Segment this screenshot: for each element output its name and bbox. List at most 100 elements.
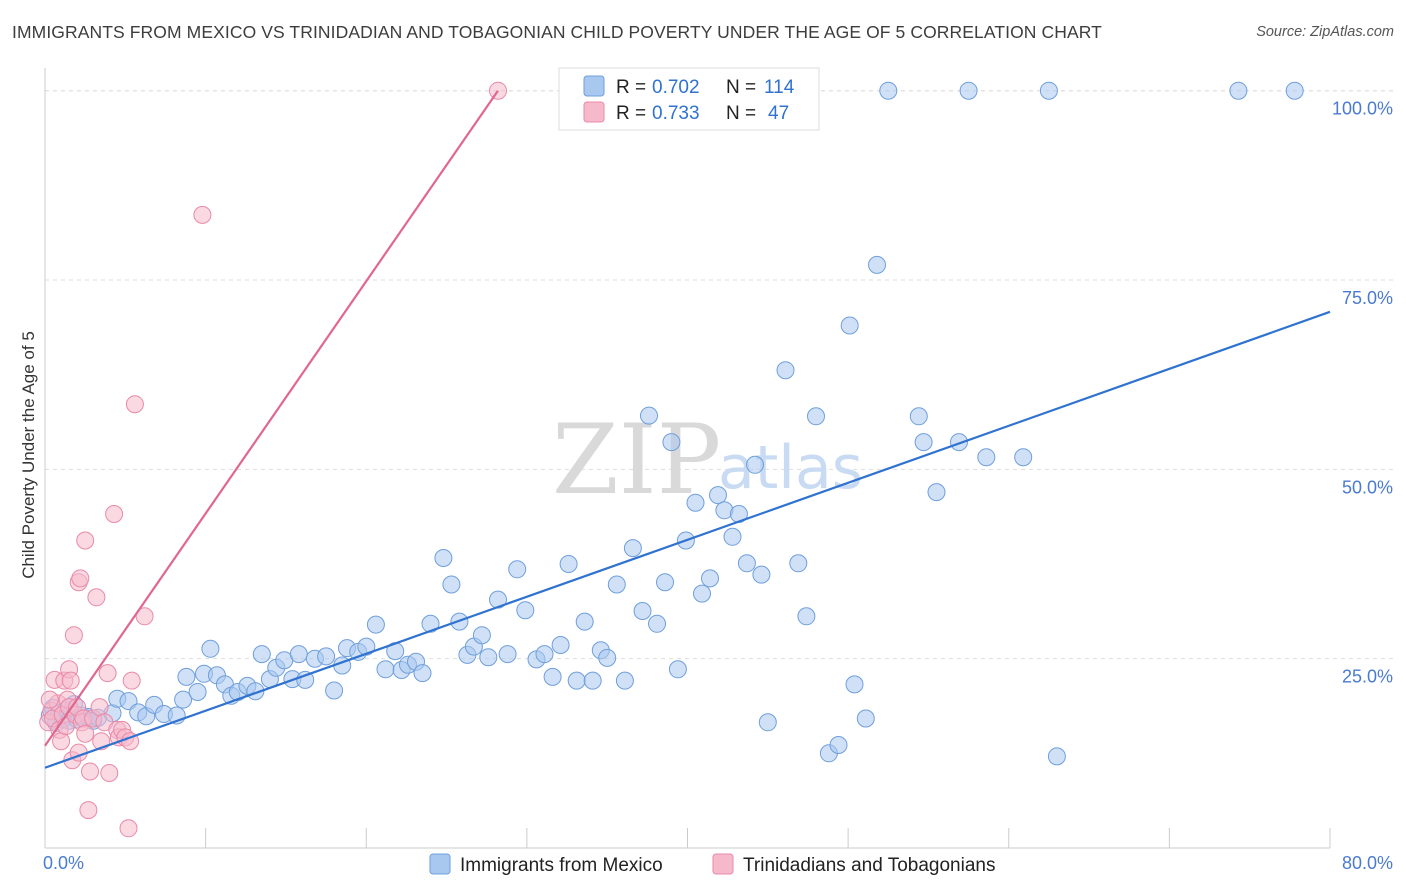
trinidad-point-43 xyxy=(135,607,154,626)
mexico-point-99 xyxy=(807,407,825,426)
mexico-point-41 xyxy=(325,681,344,700)
mexico-point-54 xyxy=(434,549,453,567)
trinidad-point-32 xyxy=(98,664,117,683)
mexico-point-96 xyxy=(776,361,795,380)
watermark-atlas: atlas xyxy=(718,433,863,503)
trend-line-mexico xyxy=(44,310,1331,769)
y-tick-label-25: 25.0% xyxy=(1342,667,1393,687)
y-tick-labels: 25.0% 50.0% 75.0% 100.0% xyxy=(1332,99,1393,687)
mexico-point-103 xyxy=(845,675,864,694)
mexico-point-115 xyxy=(1039,81,1058,100)
mexico-point-88 xyxy=(709,486,727,505)
mexico-point-95 xyxy=(758,713,777,732)
mexico-point-67 xyxy=(543,667,562,686)
mexico-point-112 xyxy=(1047,747,1066,766)
mexico-point-102 xyxy=(840,316,859,335)
mexico-point-46 xyxy=(366,615,385,634)
mexico-point-64 xyxy=(516,601,535,620)
mexico-point-77 xyxy=(623,539,642,558)
series-trinidadians-and-tobagonians xyxy=(39,81,507,838)
stats-legend: R = 0.702 N = 114 R = 0.733 N = 47 xyxy=(558,67,820,131)
bottom-legend-swatch-pink xyxy=(712,853,734,875)
mexico-point-74 xyxy=(598,648,617,667)
mexico-point-55 xyxy=(442,575,461,594)
trinidad-point-26 xyxy=(81,762,99,781)
mexico-point-93 xyxy=(746,455,764,474)
bottom-legend: Immigrants from Mexico Trinidadians and … xyxy=(429,853,995,876)
mexico-point-86 xyxy=(693,584,711,603)
legend-r-value-blue: 0.702 xyxy=(652,77,700,98)
mexico-point-21 xyxy=(174,690,193,709)
legend-r-label-pink: R = xyxy=(616,103,646,124)
y-tick-label-100: 100.0% xyxy=(1332,99,1393,119)
legend-n-value-pink: 47 xyxy=(768,103,789,124)
mexico-point-25 xyxy=(201,639,220,658)
trinidad-point-15 xyxy=(64,626,83,645)
trinidad-point-24 xyxy=(76,531,95,550)
mexico-point-22 xyxy=(177,667,196,686)
legend-n-label-blue: N = xyxy=(726,77,756,98)
mexico-point-107 xyxy=(914,433,933,452)
mexico-point-32 xyxy=(252,645,271,664)
series-immigrants-from-mexico xyxy=(40,81,1304,766)
trinidad-point-23 xyxy=(76,724,95,743)
stats-legend-swatch-blue xyxy=(583,75,605,97)
trinidad-point-42 xyxy=(125,395,144,414)
trinidad-point-6 xyxy=(52,732,71,751)
mexico-point-37 xyxy=(289,645,308,664)
mexico-point-110 xyxy=(977,448,996,467)
mexico-point-45 xyxy=(357,637,376,656)
mexico-point-71 xyxy=(575,612,594,631)
mexico-point-87 xyxy=(701,569,719,588)
bottom-legend-swatch-blue xyxy=(429,853,451,875)
mexico-point-47 xyxy=(376,660,395,679)
mexico-point-92 xyxy=(737,554,756,573)
trinidad-point-45 xyxy=(489,81,507,100)
trinidad-point-44 xyxy=(193,205,212,224)
mexico-point-117 xyxy=(1285,81,1304,100)
trinidad-point-13 xyxy=(61,671,80,690)
mexico-point-109 xyxy=(950,433,968,452)
source-label: Source: ZipAtlas.com xyxy=(1256,24,1394,40)
mexico-point-80 xyxy=(648,614,666,633)
mexico-point-104 xyxy=(856,709,875,728)
x-ticks xyxy=(44,828,1331,848)
mexico-point-79 xyxy=(640,406,658,425)
mexico-point-83 xyxy=(668,660,687,679)
y-axis-label: Child Poverty Under the Age of 5 xyxy=(19,331,38,579)
mexico-point-72 xyxy=(583,671,602,690)
y-tick-label-75: 75.0% xyxy=(1342,288,1393,308)
trinidad-point-34 xyxy=(105,505,124,523)
mexico-point-78 xyxy=(633,602,652,620)
mexico-point-90 xyxy=(723,527,742,546)
stats-legend-swatch-pink xyxy=(583,101,605,123)
mexico-point-108 xyxy=(927,483,946,502)
mexico-point-40 xyxy=(317,647,336,666)
gridlines xyxy=(45,90,1393,660)
x-tick-label-min: 0.0% xyxy=(43,853,84,873)
mexico-point-105 xyxy=(868,255,886,274)
trinidad-point-20 xyxy=(71,569,90,588)
legend-r-label-blue: R = xyxy=(616,77,646,98)
mexico-point-97 xyxy=(789,554,808,573)
mexico-point-60 xyxy=(479,648,498,667)
mexico-point-98 xyxy=(797,607,816,626)
trinidad-point-46 xyxy=(40,690,59,709)
mexico-point-59 xyxy=(472,626,491,645)
trinidad-point-33 xyxy=(100,764,119,782)
trinidad-point-25 xyxy=(79,801,98,820)
legend-r-value-pink: 0.733 xyxy=(652,103,700,124)
mexico-point-38 xyxy=(296,670,315,689)
mexico-point-94 xyxy=(752,565,771,584)
chart-title: IMMIGRANTS FROM MEXICO VS TRINIDADIAN AN… xyxy=(12,22,1102,42)
mexico-point-69 xyxy=(559,555,578,573)
mexico-point-114 xyxy=(959,81,978,100)
bottom-legend-label-pink: Trinidadians and Tobagonians xyxy=(743,855,995,876)
mexico-point-101 xyxy=(829,736,848,754)
mexico-point-63 xyxy=(508,560,527,579)
mexico-point-113 xyxy=(879,81,898,100)
mexico-point-53 xyxy=(421,614,440,633)
x-tick-label-max: 80.0% xyxy=(1342,853,1393,873)
mexico-point-85 xyxy=(686,493,705,512)
